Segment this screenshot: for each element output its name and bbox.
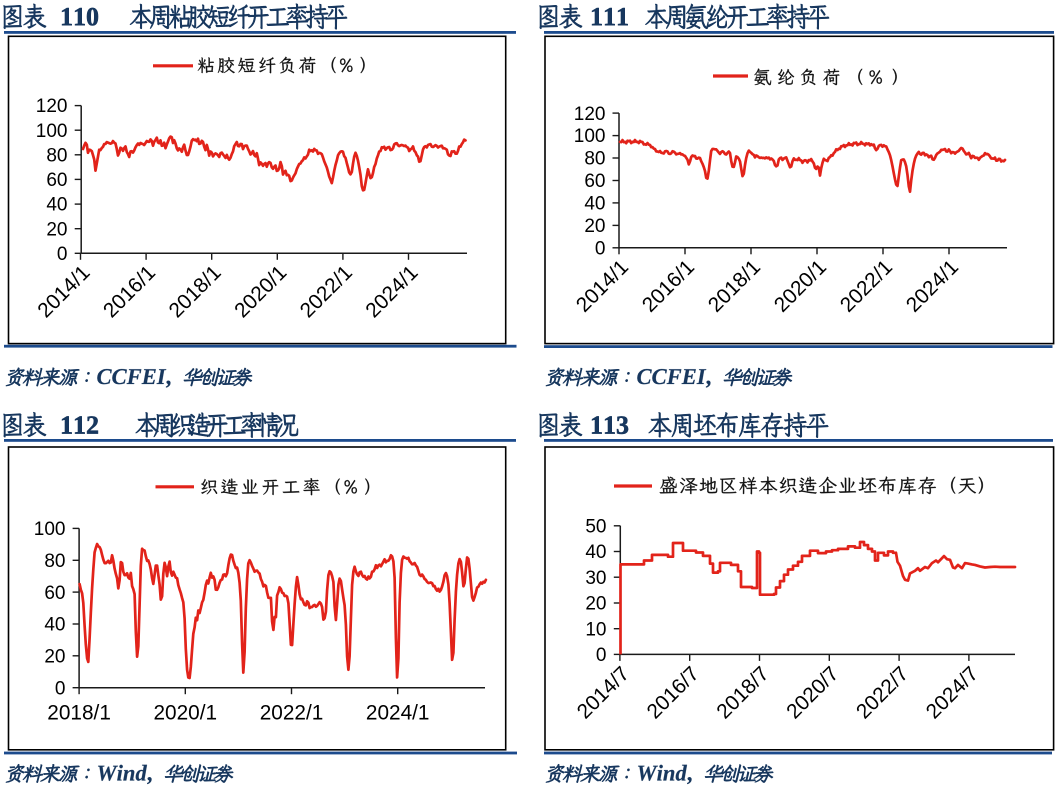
svg-text:60: 60 xyxy=(44,583,65,604)
svg-text:2018/1: 2018/1 xyxy=(47,701,111,724)
svg-text:80: 80 xyxy=(584,149,605,170)
svg-text:0: 0 xyxy=(596,645,607,666)
svg-text:40: 40 xyxy=(584,194,605,215)
svg-text:2016/7: 2016/7 xyxy=(642,662,703,723)
svg-text:2018/7: 2018/7 xyxy=(712,662,773,723)
svg-text:120: 120 xyxy=(36,96,68,117)
svg-text:100: 100 xyxy=(574,126,606,147)
svg-text:0: 0 xyxy=(57,244,68,265)
svg-text:40: 40 xyxy=(585,542,606,563)
svg-text:120: 120 xyxy=(574,104,606,125)
svg-text:40: 40 xyxy=(46,195,67,216)
svg-text:2020/7: 2020/7 xyxy=(782,662,843,723)
svg-text:20: 20 xyxy=(46,219,67,240)
svg-text:2014/1: 2014/1 xyxy=(572,256,633,317)
svg-text:60: 60 xyxy=(46,170,67,191)
svg-text:2022/1: 2022/1 xyxy=(296,261,357,322)
svg-text:10: 10 xyxy=(585,619,606,640)
svg-text:2020/1: 2020/1 xyxy=(770,256,831,317)
svg-text:20: 20 xyxy=(44,647,65,668)
svg-text:2014/1: 2014/1 xyxy=(33,261,94,322)
svg-text:2020/1: 2020/1 xyxy=(153,701,217,724)
svg-text:2024/1: 2024/1 xyxy=(366,701,430,724)
svg-text:60: 60 xyxy=(584,171,605,192)
svg-text:100: 100 xyxy=(34,519,66,540)
svg-text:0: 0 xyxy=(55,678,66,699)
svg-text:2018/1: 2018/1 xyxy=(164,261,225,322)
svg-text:2024/7: 2024/7 xyxy=(922,662,983,723)
svg-text:20: 20 xyxy=(584,216,605,237)
svg-text:0: 0 xyxy=(595,239,606,260)
svg-text:2022/1: 2022/1 xyxy=(836,256,897,317)
svg-text:50: 50 xyxy=(585,516,606,537)
svg-text:20: 20 xyxy=(585,594,606,615)
svg-text:2018/1: 2018/1 xyxy=(704,256,765,317)
svg-text:2020/1: 2020/1 xyxy=(230,261,291,322)
svg-text:2024/1: 2024/1 xyxy=(361,261,422,322)
svg-text:2022/7: 2022/7 xyxy=(852,662,913,723)
svg-text:100: 100 xyxy=(36,121,68,142)
svg-text:2022/1: 2022/1 xyxy=(260,701,324,724)
svg-text:30: 30 xyxy=(585,568,606,589)
svg-text:80: 80 xyxy=(44,551,65,572)
svg-text:2014/7: 2014/7 xyxy=(573,662,634,723)
svg-text:40: 40 xyxy=(44,615,65,636)
svg-text:80: 80 xyxy=(46,146,67,167)
svg-text:2016/1: 2016/1 xyxy=(99,261,160,322)
svg-text:2024/1: 2024/1 xyxy=(902,256,963,317)
svg-text:2016/1: 2016/1 xyxy=(638,256,699,317)
